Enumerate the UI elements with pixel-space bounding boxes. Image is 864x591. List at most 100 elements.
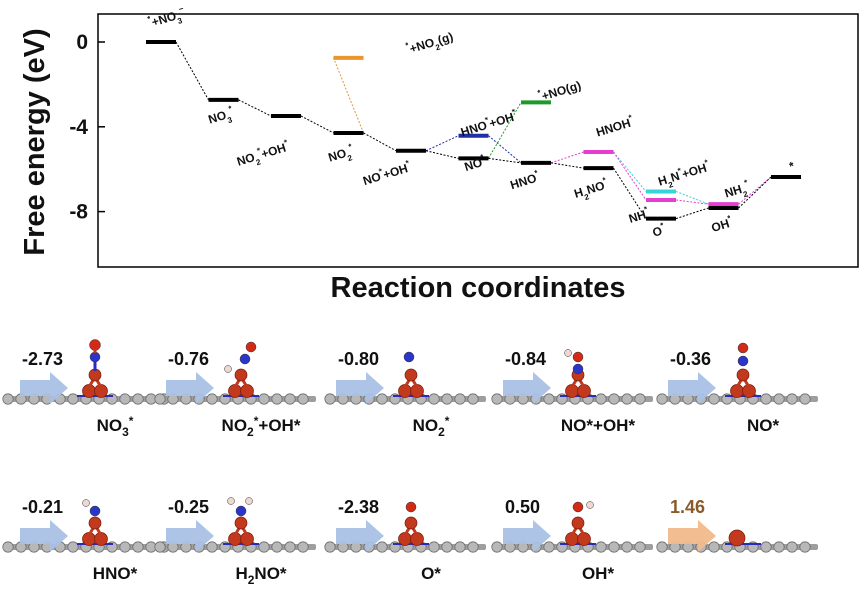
svg-text:*+NO3−: *+NO3− xyxy=(146,4,188,34)
step-species-label: NO* xyxy=(747,416,780,435)
carbon-atom xyxy=(324,393,336,405)
step-energy-value: 0.50 xyxy=(505,497,540,517)
carbon-atom xyxy=(595,393,607,405)
energy-levels xyxy=(146,40,801,221)
carbon-atom xyxy=(543,541,555,553)
step-arrow-icon xyxy=(668,372,716,404)
svg-text:*: * xyxy=(788,159,797,174)
carbon-atom xyxy=(119,393,131,405)
level-label-4: *+NO2(g) xyxy=(404,29,455,55)
step-panel-4: -0.36 NO* xyxy=(656,342,818,435)
step-arrow-icon xyxy=(668,520,716,552)
carbon-atom xyxy=(708,541,720,553)
carbon-atom xyxy=(656,393,668,405)
step-arrow-icon xyxy=(166,372,214,404)
carbon-atom xyxy=(621,541,633,553)
carbon-atom xyxy=(2,393,14,405)
carbon-atom xyxy=(206,541,218,553)
svg-text:NO*+OH*: NO*+OH* xyxy=(361,158,414,188)
step-panel-6: -0.25 H2NO* xyxy=(154,497,316,587)
carbon-atom xyxy=(376,541,388,553)
plot-frame xyxy=(97,13,859,268)
step-species-label: HNO* xyxy=(93,564,138,583)
carbon-atom xyxy=(608,393,620,405)
carbon-atom xyxy=(467,393,479,405)
level-label-9: HNO* xyxy=(508,168,542,192)
svg-text:HNO*+OH*: HNO*+OH* xyxy=(458,107,519,139)
adsorbate-molecule-icon xyxy=(223,341,259,398)
carbon-atom xyxy=(297,393,309,405)
adsorbate-molecule-icon xyxy=(393,501,429,546)
step-panel-7: -2.38 O* xyxy=(324,497,486,583)
step-panel-9: 1.46 xyxy=(656,497,818,553)
carbon-atom xyxy=(67,541,79,553)
carbon-atom xyxy=(621,393,633,405)
svg-text:NO3*: NO3* xyxy=(206,104,237,131)
level-label-15: NH2* xyxy=(722,178,753,205)
carbon-atom xyxy=(656,541,668,553)
step-arrow-icon xyxy=(20,372,68,404)
level-label-10: HNOH* xyxy=(594,113,634,140)
carbon-atom xyxy=(491,393,503,405)
carbon-atom xyxy=(154,541,166,553)
carbon-atom xyxy=(786,393,798,405)
level-label-11: H2NO* xyxy=(572,175,608,202)
level-label-8: *+NO(g) xyxy=(536,76,582,104)
carbon-atom xyxy=(284,393,296,405)
step-energy-value: -0.21 xyxy=(22,497,63,517)
level-label-2: NO2*+OH* xyxy=(235,137,289,168)
svg-text:NO2*: NO2* xyxy=(326,142,357,169)
adsorbate-molecule-icon xyxy=(725,529,761,547)
step-energy-value: -0.36 xyxy=(670,349,711,369)
step-energy-value: -2.38 xyxy=(338,497,379,517)
step-energy-value: 1.46 xyxy=(670,497,705,517)
step-species-label: NO2*+OH* xyxy=(222,414,301,439)
carbon-atom xyxy=(132,393,144,405)
connector-line xyxy=(613,151,647,201)
carbon-atom xyxy=(67,393,79,405)
level-label-12: H2N*+OH* xyxy=(656,158,710,190)
carbon-atom xyxy=(454,541,466,553)
step-energy-value: -2.73 xyxy=(22,349,63,369)
step-energy-value: -0.76 xyxy=(168,349,209,369)
adsorbate-molecule-icon xyxy=(560,501,596,546)
y-axis-ticks: 0 -4 -8 xyxy=(69,31,105,224)
connector-line xyxy=(333,57,364,134)
connector-line xyxy=(675,190,709,205)
svg-text:*+NO(g): *+NO(g) xyxy=(536,76,582,104)
carbon-atom xyxy=(467,541,479,553)
connector-line xyxy=(738,176,772,209)
svg-text:HNO*: HNO* xyxy=(508,168,542,192)
connector-line xyxy=(488,102,522,159)
x-axis-title: Reaction coordinates xyxy=(331,272,626,304)
step-panel-3: -0.84 NO*+OH* xyxy=(491,349,653,435)
connector-line xyxy=(675,207,709,220)
step-panel-2: -0.80 NO2* xyxy=(324,349,486,439)
svg-text:NO*: NO* xyxy=(462,152,488,174)
connector-line xyxy=(238,99,272,117)
carbon-atom xyxy=(634,541,646,553)
carbon-atom xyxy=(154,393,166,405)
carbon-atom xyxy=(271,541,283,553)
adsorbate-molecule-icon xyxy=(560,349,596,398)
connector-line xyxy=(550,162,584,169)
carbon-atom xyxy=(297,541,309,553)
svg-text:O*: O* xyxy=(650,220,667,239)
connector-line xyxy=(488,157,522,164)
step-species-label: NO*+OH* xyxy=(561,416,636,435)
svg-text:OH*: OH* xyxy=(709,213,735,235)
connector-line xyxy=(300,115,334,134)
connector-line xyxy=(675,199,709,205)
step-species-label: NO3* xyxy=(97,414,134,439)
carbon-atom xyxy=(595,541,607,553)
carbon-atom xyxy=(760,541,772,553)
step-species-label: NO2* xyxy=(413,414,450,439)
step-panels: -2.73 NO3* -0.76 NO2*+OH* -0.80 NO2* -0.84 NO*+… xyxy=(2,339,818,587)
carbon-atom xyxy=(376,393,388,405)
svg-text:NH2*: NH2* xyxy=(722,178,753,205)
carbon-atom xyxy=(428,541,440,553)
step-species-label: H2NO* xyxy=(235,564,286,587)
level-label-6: HNO*+OH* xyxy=(458,107,519,139)
carbon-atom xyxy=(324,541,336,553)
